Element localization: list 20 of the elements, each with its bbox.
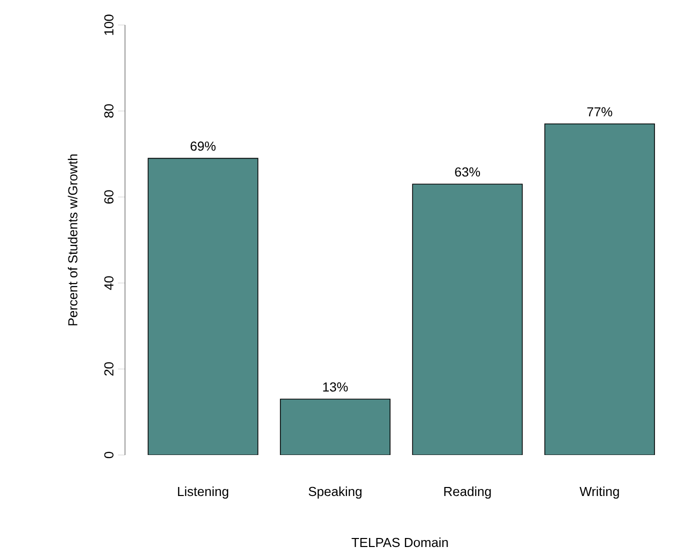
y-tick-label: 40 <box>104 276 114 290</box>
data-label: 13% <box>323 382 348 392</box>
data-label: 63% <box>455 167 480 177</box>
bar <box>280 398 390 455</box>
y-tick-label: 0 <box>104 452 114 458</box>
bar <box>412 184 523 455</box>
data-label: 77% <box>587 107 612 116</box>
y-tick-label: 80 <box>104 104 114 118</box>
bar <box>544 123 655 455</box>
x-axis-title: TELPAS Domain <box>352 538 448 548</box>
y-tick-label: 60 <box>104 190 114 204</box>
x-tick-label: Speaking <box>308 486 362 499</box>
bar <box>148 158 258 455</box>
x-tick-label: Listening <box>178 486 228 499</box>
y-tick-label: 20 <box>104 362 114 376</box>
x-tick-label: Reading <box>444 486 491 499</box>
y-axis-title: Percent of Students w/Growth <box>68 154 78 326</box>
x-tick-label: Writing <box>580 486 619 499</box>
y-tick-label: 100 <box>104 14 114 35</box>
data-label: 69% <box>190 142 216 151</box>
